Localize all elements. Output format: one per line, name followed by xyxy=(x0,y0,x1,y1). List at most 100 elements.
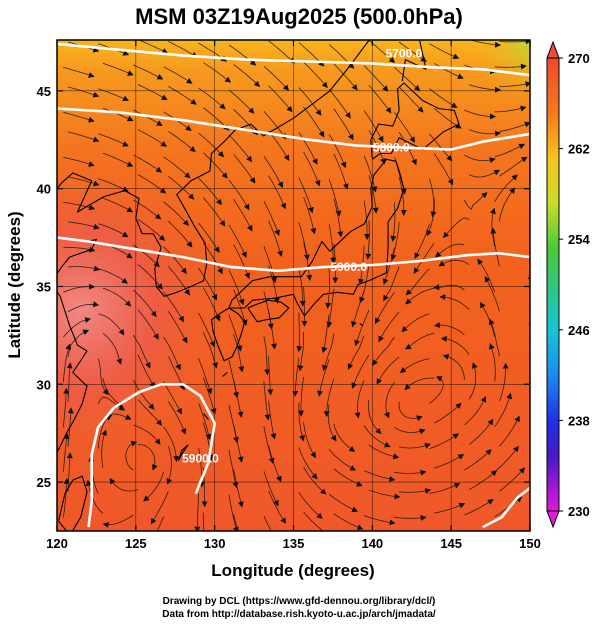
streamline xyxy=(98,313,125,336)
streamline xyxy=(327,404,337,442)
coastline xyxy=(228,158,405,317)
streamline xyxy=(468,362,478,400)
streamline xyxy=(198,402,212,441)
streamline xyxy=(368,175,379,214)
streamline xyxy=(62,343,72,383)
streamline xyxy=(167,311,188,344)
streamline xyxy=(367,400,382,435)
streamline xyxy=(168,175,195,200)
streamline xyxy=(429,133,453,162)
streamline xyxy=(405,268,430,296)
streamline xyxy=(438,259,470,267)
y-axis-title: Latitude (degrees) xyxy=(5,211,24,358)
streamline xyxy=(233,244,251,280)
streamline xyxy=(67,221,100,230)
streamline xyxy=(63,67,95,78)
streamline xyxy=(383,266,400,302)
streamline xyxy=(333,423,356,452)
x-axis-title: Longitude (degrees) xyxy=(211,561,374,580)
streamline xyxy=(468,418,494,445)
streamline xyxy=(67,301,100,313)
streamline xyxy=(433,322,465,336)
coastline xyxy=(401,40,427,82)
streamline xyxy=(499,415,520,447)
streamline xyxy=(102,287,132,307)
streamline xyxy=(534,339,538,377)
streamline xyxy=(163,66,193,84)
streamline xyxy=(490,227,500,267)
streamline xyxy=(168,131,196,153)
streamline xyxy=(137,219,166,241)
streamline xyxy=(499,156,528,177)
streamline xyxy=(433,284,465,291)
streamline xyxy=(333,108,354,141)
coastline xyxy=(57,238,97,454)
streamline xyxy=(263,426,275,465)
streamline xyxy=(63,202,96,211)
streamline xyxy=(347,335,365,370)
streamline xyxy=(137,174,167,194)
streamline xyxy=(368,489,401,500)
streamline xyxy=(326,288,335,328)
streamline xyxy=(429,376,444,405)
streamline xyxy=(325,269,332,309)
contour-label: 5900.0 xyxy=(182,452,219,466)
streamline xyxy=(133,244,160,268)
streamline xyxy=(303,242,313,281)
streamline xyxy=(499,40,530,45)
chart-title: MSM 03Z19Aug2025 (500.0hPa) xyxy=(135,4,463,29)
streamline xyxy=(464,109,496,120)
streamline xyxy=(429,43,460,60)
colorbar-ticks: 270 262 254 246 238 230 xyxy=(559,51,590,519)
streamline xyxy=(163,201,189,227)
streamline xyxy=(323,378,335,418)
coastline xyxy=(203,413,209,420)
streamline xyxy=(328,448,357,471)
streamline xyxy=(394,514,427,521)
streamline xyxy=(321,314,330,354)
streamline xyxy=(163,336,181,371)
streamline xyxy=(133,424,161,446)
streamline xyxy=(394,469,427,476)
colorbar-top-arrow xyxy=(546,40,560,59)
colorbar-tick-label: 270 xyxy=(568,51,590,66)
contour-label: 5700.0 xyxy=(386,47,423,61)
streamline xyxy=(97,358,109,396)
streamline xyxy=(468,470,498,490)
streamline xyxy=(488,318,500,357)
streamline xyxy=(464,192,488,210)
streamline xyxy=(198,312,216,348)
streamline xyxy=(268,265,280,304)
streamline xyxy=(156,516,164,531)
streamline xyxy=(268,85,293,113)
streamline xyxy=(328,44,355,69)
x-tick-label: 140 xyxy=(361,536,383,551)
streamline xyxy=(228,134,253,163)
streamline xyxy=(333,513,364,530)
y-tick-label: 30 xyxy=(37,377,51,392)
streamline xyxy=(67,265,101,272)
streamline xyxy=(97,414,113,449)
streamline xyxy=(98,223,129,238)
streamline xyxy=(433,62,464,80)
streamline xyxy=(263,515,272,531)
x-tick-label: 145 xyxy=(440,536,462,551)
streamline xyxy=(198,177,222,206)
streamline xyxy=(109,477,139,492)
streamline xyxy=(62,317,92,338)
streamline xyxy=(303,61,328,89)
streamline xyxy=(429,433,460,449)
streamline xyxy=(303,106,325,138)
coastline xyxy=(177,444,189,461)
streamline xyxy=(499,467,526,492)
streamline xyxy=(133,109,163,127)
streamline xyxy=(477,258,496,292)
streamline xyxy=(363,110,384,143)
colorbar-bottom-arrow xyxy=(546,510,560,529)
streamline xyxy=(298,267,306,307)
streamline xyxy=(333,153,349,190)
y-tick-label: 40 xyxy=(37,182,51,197)
streamline xyxy=(132,379,155,410)
streamline xyxy=(529,401,530,404)
